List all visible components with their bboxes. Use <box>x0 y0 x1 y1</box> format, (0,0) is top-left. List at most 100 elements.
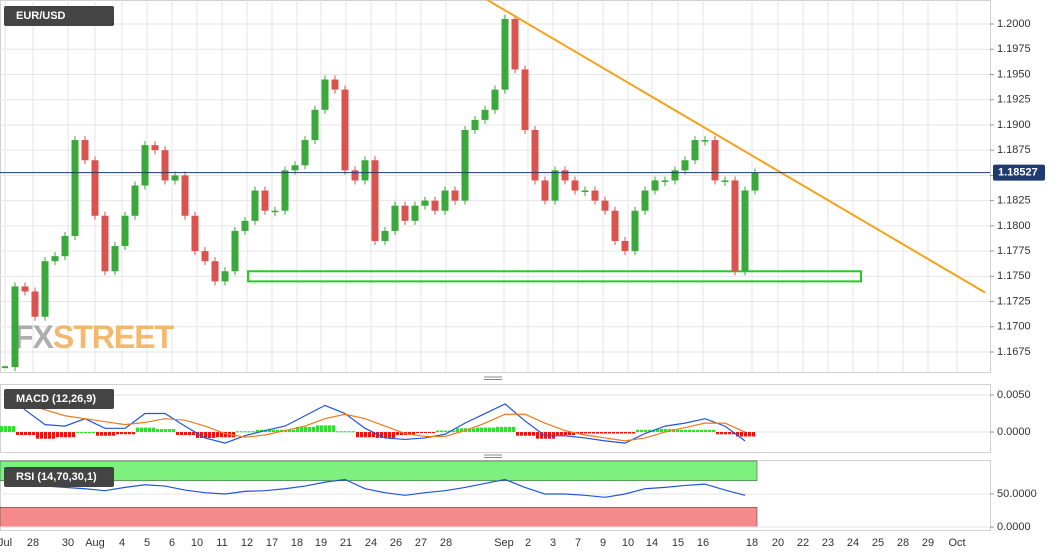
legend-label: MACD (12,26,9) <box>16 393 96 405</box>
histogram-bar <box>584 432 587 434</box>
x-tick-label: 27 <box>415 537 427 549</box>
support-zone <box>247 270 862 283</box>
histogram-bar <box>316 425 319 433</box>
y-tick-label: 0.0000 <box>997 521 1031 533</box>
histogram-bar <box>636 429 639 433</box>
histogram-bar <box>212 432 215 438</box>
resize-grips[interactable] <box>484 376 502 458</box>
x-tick-label: Sep <box>494 537 514 549</box>
x-tick-label: 15 <box>672 537 684 549</box>
histogram-bar <box>728 432 731 435</box>
histogram-bar <box>632 432 635 434</box>
x-tick-label: 4 <box>119 537 125 549</box>
candle <box>481 109 489 120</box>
histogram-bar <box>24 432 27 435</box>
histogram-bar <box>384 432 387 438</box>
candle <box>81 140 89 161</box>
histogram-bar <box>612 432 615 434</box>
histogram-bar <box>88 432 91 434</box>
histogram-bar <box>412 432 415 435</box>
x-tick-label: 10 <box>622 537 634 549</box>
watermark-part: FX <box>14 319 55 355</box>
watermark-part: STREET <box>53 319 175 355</box>
histogram-bar <box>420 432 423 434</box>
histogram-bar <box>204 432 207 438</box>
candle <box>711 140 719 181</box>
histogram-bar <box>580 432 583 434</box>
histogram-bar <box>428 432 431 434</box>
histogram-bar <box>336 431 339 433</box>
y-tick-label: 1.1900 <box>997 119 1031 131</box>
candle <box>201 251 209 262</box>
candle <box>11 286 19 368</box>
histogram-bar <box>700 429 703 433</box>
histogram-bar <box>744 432 747 437</box>
histogram-bar <box>180 432 183 435</box>
histogram-bar <box>348 431 351 433</box>
overbought-band <box>0 460 758 482</box>
y-tick-label: 1.1775 <box>997 245 1031 257</box>
candle <box>111 246 119 272</box>
histogram-bar <box>136 427 139 433</box>
histogram-bar <box>388 432 391 438</box>
histogram-bar <box>344 431 347 433</box>
histogram-bar <box>440 430 443 433</box>
candle <box>421 200 429 206</box>
histogram-bar <box>540 432 543 439</box>
histogram-bar <box>32 432 35 435</box>
candle <box>601 200 609 211</box>
histogram-bar <box>40 432 43 439</box>
candle <box>311 109 319 141</box>
candle <box>331 79 339 90</box>
histogram-bar <box>352 431 355 433</box>
candle <box>541 180 549 201</box>
rsi-line <box>4 478 746 498</box>
x-tick-label: 29 <box>922 537 934 549</box>
histogram-bar <box>356 432 359 438</box>
candle <box>41 261 49 317</box>
histogram-bar <box>148 427 151 433</box>
candle <box>241 220 249 231</box>
x-tick-label: 11 <box>216 537 227 549</box>
legend-label: RSI (14,70,30,1) <box>16 471 97 483</box>
x-tick-label: 16 <box>697 537 709 549</box>
histogram-bar <box>328 425 331 433</box>
histogram-bar <box>456 428 459 433</box>
histogram-bar <box>268 429 271 433</box>
legend: MACD (12,26,9) <box>4 389 114 409</box>
legend: RSI (14,70,30,1) <box>4 467 114 487</box>
histogram-bar <box>96 432 99 436</box>
histogram-bar <box>272 429 275 433</box>
x-tick-label: 28 <box>440 537 452 549</box>
candle <box>581 190 589 193</box>
candle <box>301 140 309 166</box>
histogram-bar <box>600 432 603 434</box>
candle <box>411 205 419 221</box>
histogram-bar <box>592 432 595 434</box>
histogram-bar <box>8 426 11 433</box>
histogram-bar <box>476 427 479 433</box>
candle <box>401 205 409 221</box>
histogram-bar <box>736 432 739 437</box>
histogram-bar <box>676 429 679 433</box>
x-tick-label: 24 <box>365 537 377 549</box>
x-tick-label: 9 <box>600 537 606 549</box>
histogram-bar <box>108 432 111 436</box>
histogram-bar <box>200 432 203 438</box>
histogram-bar <box>160 429 163 433</box>
x-tick-label: 20 <box>772 537 784 549</box>
candle <box>451 190 459 201</box>
histogram-bar <box>524 432 527 436</box>
histogram-bar <box>184 432 187 435</box>
candle <box>101 215 109 272</box>
legend-box <box>4 467 114 487</box>
histogram-bar <box>588 432 591 434</box>
y-tick-label: 1.1975 <box>997 43 1031 55</box>
candle <box>341 89 349 171</box>
last-price-box <box>993 164 1045 181</box>
histogram-bar <box>92 432 95 434</box>
histogram-bar <box>188 432 191 435</box>
candle <box>321 79 329 110</box>
candle <box>631 210 639 252</box>
x-tick-label: 12 <box>241 537 253 549</box>
